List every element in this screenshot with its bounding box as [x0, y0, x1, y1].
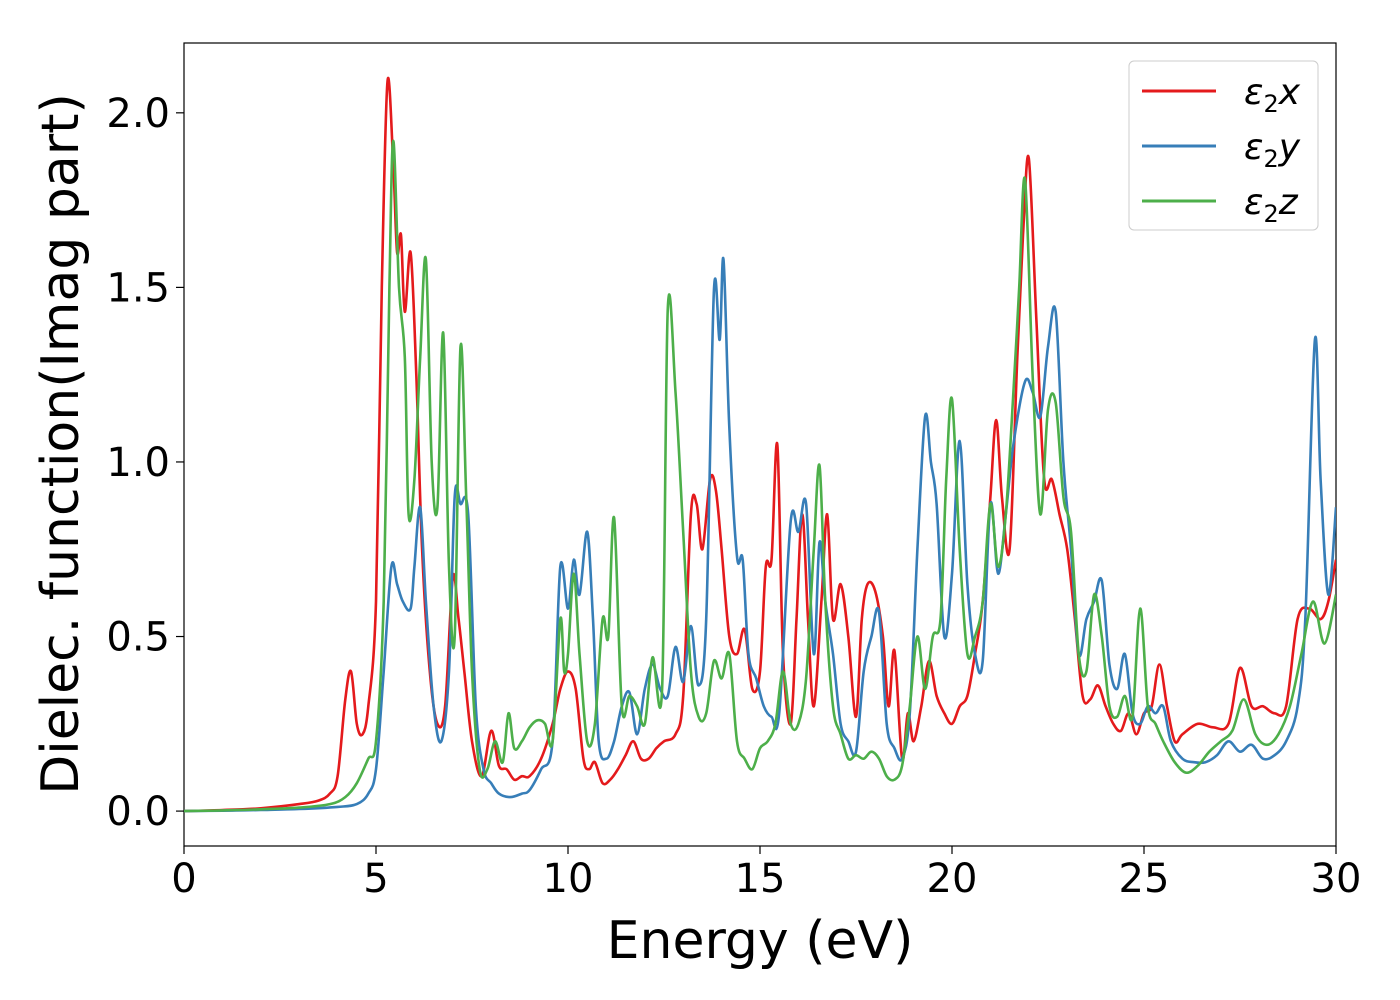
legend: ε2x ε2y ε2z — [1128, 60, 1319, 231]
y-tick-label: 1.0 — [106, 440, 170, 486]
series-line-z — [184, 139, 1336, 813]
x-tick-label: 20 — [927, 856, 978, 902]
x-axis-label: Energy (eV) — [607, 911, 914, 971]
legend-label-y: ε2y — [1244, 127, 1301, 173]
x-tick-label: 25 — [1119, 856, 1170, 902]
x-tick-label: 0 — [171, 856, 196, 902]
y-tick-label: 0.5 — [106, 615, 170, 661]
x-tick-label: 30 — [1311, 856, 1362, 902]
legend-label-z: ε2z — [1244, 182, 1299, 228]
series-line-y — [184, 256, 1336, 813]
x-tick-label: 5 — [363, 856, 388, 902]
legend-box — [1128, 60, 1319, 231]
y-axis-ticks: 0.0 0.5 1.0 1.5 2.0 — [106, 91, 184, 835]
y-tick-label: 1.5 — [106, 265, 170, 311]
y-axis-label: Dielec. function(Imag part) — [31, 93, 91, 795]
x-axis-ticks: 0 5 10 15 20 25 30 — [171, 846, 1361, 902]
x-tick-label: 15 — [735, 856, 786, 902]
y-tick-label: 2.0 — [106, 91, 170, 137]
legend-label-x: ε2x — [1244, 72, 1301, 118]
legend-entries: ε2x ε2y ε2z — [1142, 72, 1301, 228]
series-layer — [184, 76, 1336, 813]
x-tick-label: 10 — [543, 856, 594, 902]
y-tick-label: 0.0 — [106, 789, 170, 835]
